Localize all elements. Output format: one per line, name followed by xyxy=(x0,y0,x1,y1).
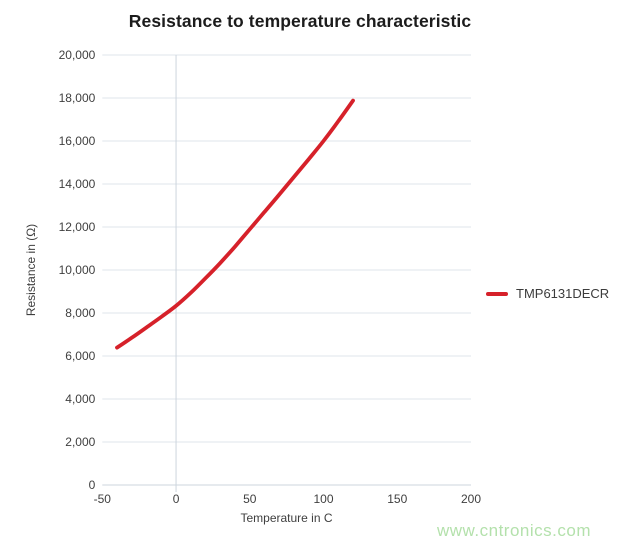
x-tick-label: 200 xyxy=(461,492,481,506)
legend-series-label: TMP6131DECR xyxy=(516,286,610,301)
y-tick-label: 18,000 xyxy=(59,91,96,105)
legend-line-swatch xyxy=(486,291,508,296)
y-tick-label: 2,000 xyxy=(65,435,95,449)
x-tick-label: -50 xyxy=(94,492,112,506)
y-tick-label: 4,000 xyxy=(65,392,95,406)
y-tick-label: 20,000 xyxy=(59,48,96,62)
y-axis-title: Resistance in (Ω) xyxy=(24,223,38,317)
chart-title: Resistance to temperature characteristic xyxy=(128,11,472,31)
x-axis-title: Temperature in C xyxy=(240,511,333,525)
y-tick-label: 16,000 xyxy=(59,134,96,148)
legend: TMP6131DECR xyxy=(486,286,609,301)
x-tick-label: 100 xyxy=(314,492,334,506)
x-tick-label: 150 xyxy=(387,492,407,506)
x-tick-label: 0 xyxy=(173,492,180,506)
y-tick-label: 10,000 xyxy=(59,263,96,277)
series-curve xyxy=(115,98,355,350)
y-tick-label: 6,000 xyxy=(65,349,95,363)
y-tick-label: 12,000 xyxy=(59,220,96,234)
y-tick-label: 0 xyxy=(89,478,96,492)
y-tick-label: 8,000 xyxy=(65,306,95,320)
y-tick-label: 14,000 xyxy=(59,177,96,191)
watermark-text: www.cntronics.com xyxy=(437,521,591,540)
x-tick-label: 50 xyxy=(243,492,257,506)
